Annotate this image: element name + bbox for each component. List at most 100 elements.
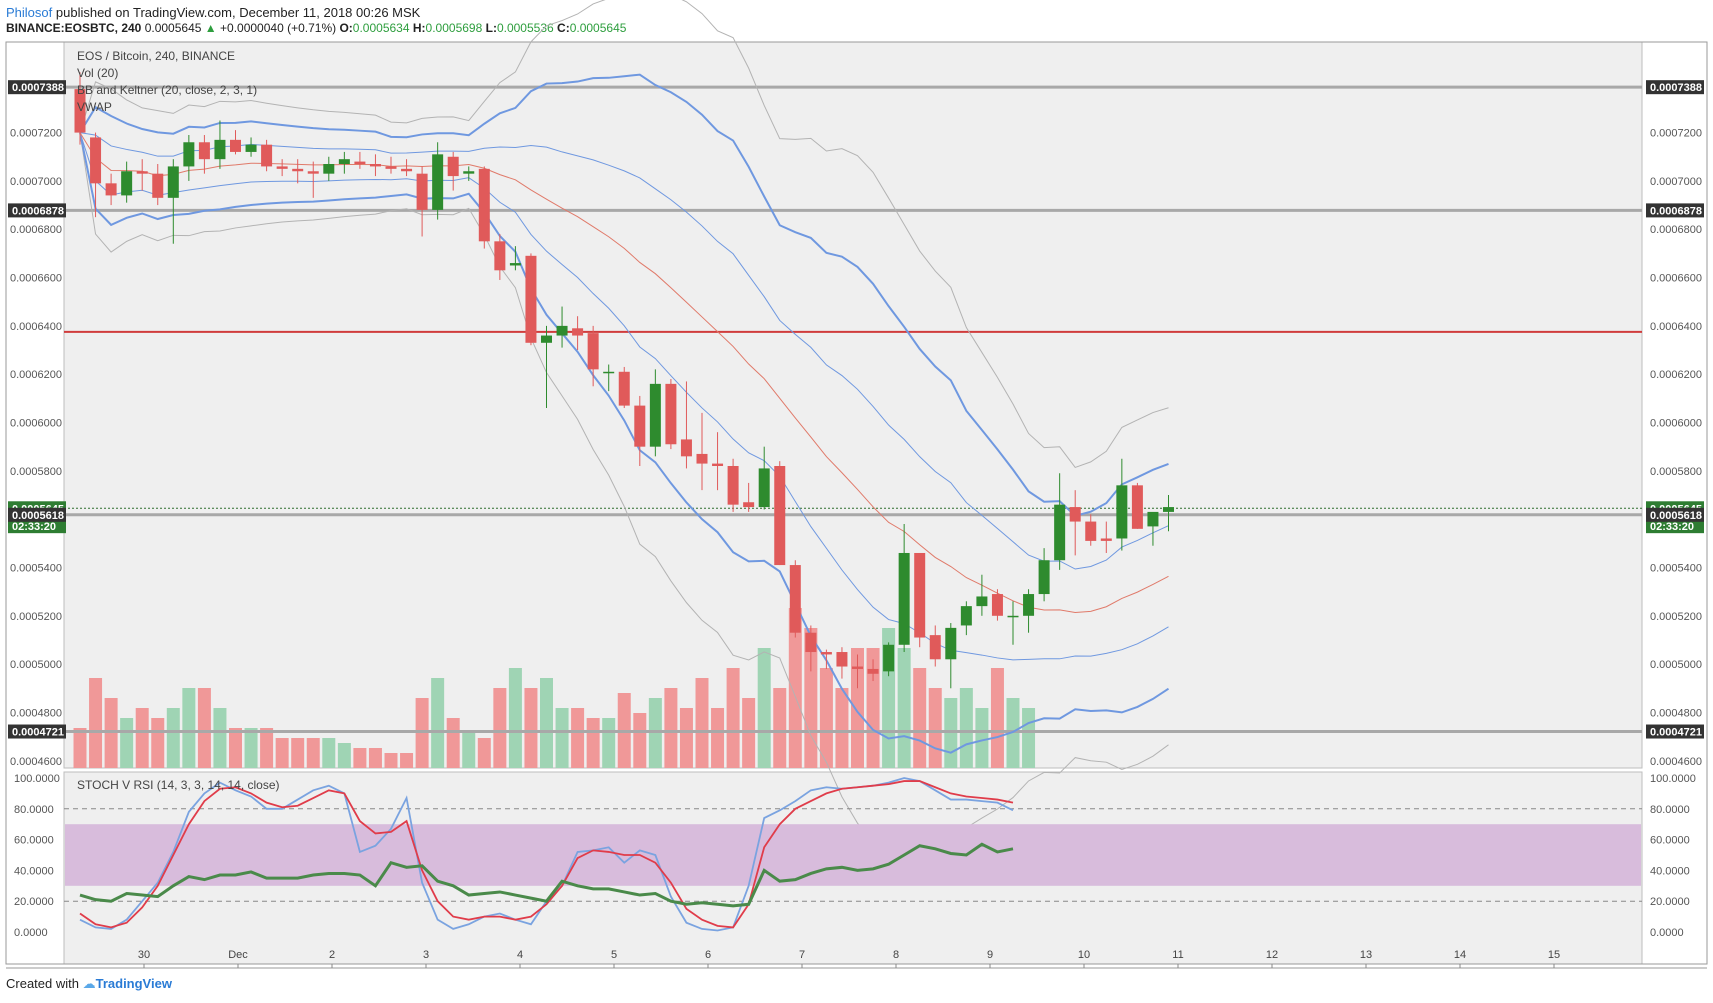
price-label-left: 0.0007388 <box>12 82 64 94</box>
price-label-right-bg <box>1646 203 1704 218</box>
author-link[interactable]: Philosof <box>6 5 53 20</box>
candle-body <box>276 166 288 169</box>
price-label-right: 0.0007388 <box>1650 82 1702 94</box>
volume-bar <box>524 688 538 768</box>
volume-bar <box>773 688 787 768</box>
time-axis: 30 Dec 2 3 4 5 6 7 8 9 10 11 12 13 14 15 <box>138 949 1560 968</box>
price-label-left-bg <box>8 724 66 739</box>
price-tick-right: 0.0006000 <box>1650 418 1702 430</box>
candle-body <box>1116 485 1128 539</box>
volume-bar <box>73 728 87 768</box>
legend-vwap: VWAP <box>77 100 112 114</box>
candle-body <box>74 89 86 133</box>
candle-body <box>572 328 584 336</box>
volume-bar <box>540 678 553 768</box>
candle-body <box>354 161 366 165</box>
candle-body <box>665 383 677 445</box>
volume-bar <box>711 708 725 768</box>
price-label-right-bg <box>1646 507 1704 522</box>
stoch-tick-left: 20.0000 <box>14 896 54 908</box>
price-tick-right: 0.0005400 <box>1650 562 1702 574</box>
volume-bar <box>757 648 771 768</box>
close-label: C: <box>557 21 570 35</box>
time-tick-label: 6 <box>705 949 711 961</box>
volume-bar <box>866 648 880 768</box>
tradingview-link[interactable]: TradingView <box>95 976 172 991</box>
candle-body <box>852 666 863 669</box>
candle-body <box>152 173 164 198</box>
volume-bar <box>788 608 802 768</box>
candle-body <box>525 255 537 343</box>
high-value: 0.0005698 <box>425 21 483 35</box>
price-tick-left: 0.0006200 <box>10 369 62 381</box>
price-label-left-bg <box>8 203 66 218</box>
price-label-left-bg <box>8 519 66 534</box>
candle-body <box>774 466 786 566</box>
price-label-right: 0.0006878 <box>1650 205 1702 217</box>
candle-body <box>1007 615 1019 618</box>
candle-body <box>1147 511 1159 527</box>
volume-bar <box>446 718 460 768</box>
price-tick-left: 0.0006400 <box>10 321 62 333</box>
candle-body <box>1054 504 1066 561</box>
price-labels: 0.0007388 0.0007388 0.0006878 0.0006878 0.00… <box>8 80 1704 739</box>
candle-body <box>991 594 1003 616</box>
candle-body <box>649 383 661 447</box>
candle-body <box>634 405 646 447</box>
price-label-right-bg <box>1646 80 1704 95</box>
price-tick-left: 0.0005800 <box>10 466 62 478</box>
candle-body <box>167 166 179 198</box>
open-value: 0.0005634 <box>352 21 410 35</box>
volume-bar <box>586 718 600 768</box>
stoch-tick-left: 100.0000 <box>14 773 60 785</box>
candle-body <box>820 652 832 655</box>
up-arrow-icon: ▲ <box>204 21 217 35</box>
symbol-label: BINANCE:EOSBTC, 240 <box>6 21 142 35</box>
stoch-band <box>65 824 1641 886</box>
candle-body <box>385 166 397 169</box>
volume-bar <box>975 708 989 768</box>
volume-bar <box>835 688 849 768</box>
price-panel <box>63 41 1643 769</box>
candle-body <box>105 183 117 196</box>
candle-body <box>898 552 910 645</box>
candle-body <box>369 164 381 167</box>
candle-body <box>230 139 241 152</box>
time-tick-label: 15 <box>1548 949 1560 961</box>
candle-body <box>556 325 568 336</box>
candle-body <box>883 644 895 672</box>
price-label-left-bg <box>8 80 66 95</box>
volume-bar <box>679 708 693 768</box>
candle-body <box>136 171 148 174</box>
volume-bar <box>571 708 585 768</box>
stoch-d-line <box>79 780 1014 929</box>
price-tick-right: 0.0004600 <box>1650 756 1702 768</box>
volume-bar <box>229 728 242 768</box>
volume-bar <box>664 688 678 768</box>
price-tick-left: 0.0005000 <box>10 659 62 671</box>
time-tick-label: 13 <box>1360 949 1372 961</box>
ohlc-bar: BINANCE:EOSBTC, 240 0.0005645 ▲ +0.00000… <box>6 21 626 35</box>
volume-bar <box>508 668 522 768</box>
candle-body <box>214 139 226 160</box>
price-tick-right: 0.0006400 <box>1650 321 1702 333</box>
candle-body <box>867 668 879 674</box>
price-tick-left: 0.0006000 <box>10 418 62 430</box>
candle-body <box>323 164 335 174</box>
stoch-tick-left: 0.0000 <box>14 927 48 939</box>
stoch-tick-right: 100.0000 <box>1650 773 1696 785</box>
stoch-tick-right: 60.0000 <box>1650 835 1690 847</box>
volume-bar <box>353 748 367 768</box>
candle-body <box>587 333 599 370</box>
candle-body <box>416 173 428 210</box>
candle-body <box>712 463 724 467</box>
candle-body <box>1069 507 1081 522</box>
legend-bb: BB and Keltner (20, close, 2, 3, 1) <box>77 83 257 97</box>
volume-bar <box>400 753 414 768</box>
legend-vol: Vol (20) <box>77 66 118 80</box>
time-tick-label: 30 <box>138 949 150 961</box>
legend: EOS / Bitcoin, 240, BINANCE Vol (20) BB an… <box>77 49 257 114</box>
tradingview-logo-icon: ☁ <box>82 976 96 991</box>
price-tick-right: 0.0005800 <box>1650 466 1702 478</box>
